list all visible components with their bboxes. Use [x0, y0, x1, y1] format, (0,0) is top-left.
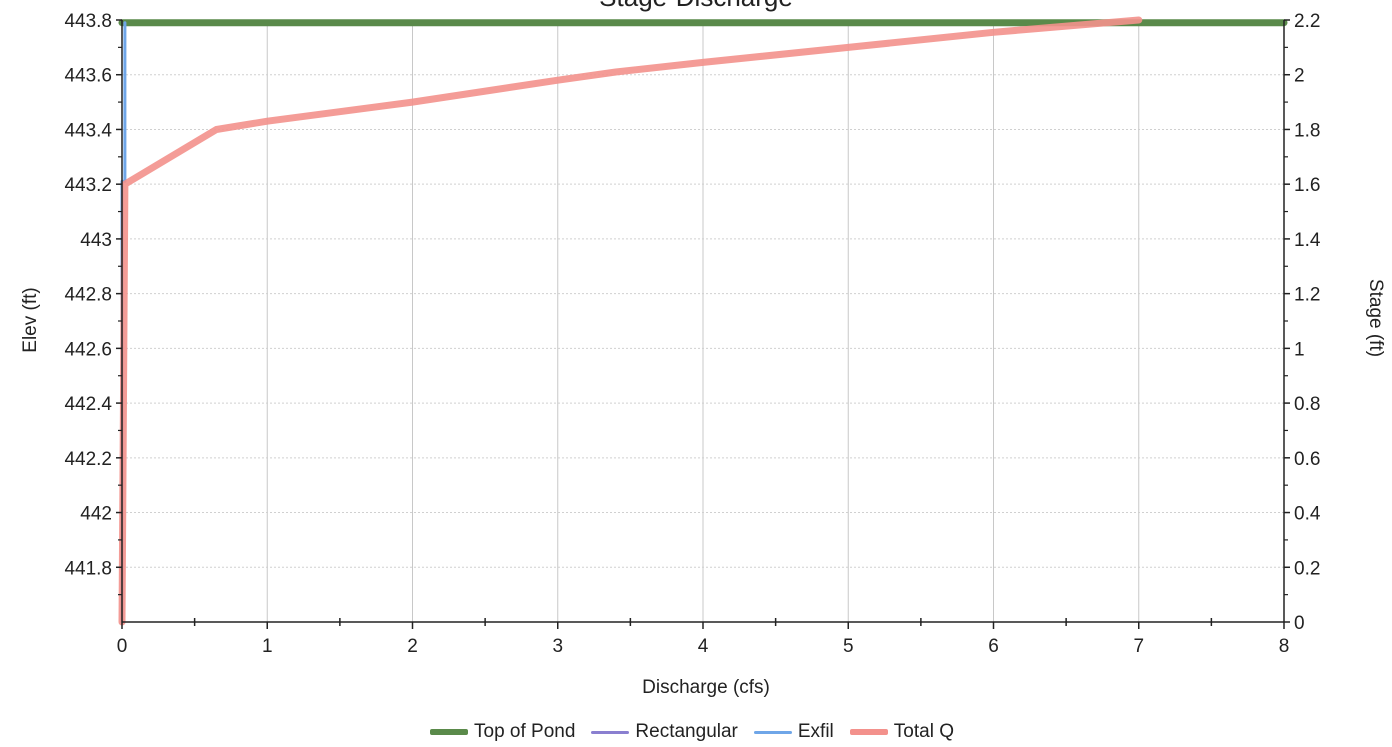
x-tick-label: 7: [1133, 636, 1144, 657]
y-right-tick-label: 1.6: [1294, 175, 1320, 196]
y-left-tick-label: 443.2: [64, 175, 112, 196]
x-tick-label: 6: [988, 636, 999, 657]
y-left-tick-label: 442.2: [64, 449, 112, 470]
legend-label: Top of Pond: [474, 721, 576, 742]
x-tick-label: 2: [407, 636, 418, 657]
legend-item-total-q: Total Q: [849, 721, 954, 743]
legend-label: Total Q: [893, 721, 954, 742]
legend-swatch: [591, 730, 630, 734]
x-axis-title: Discharge (cfs): [642, 677, 770, 698]
x-tick-label: 1: [262, 636, 273, 657]
y-right-tick-label: 1.4: [1294, 230, 1321, 251]
y-left-tick-label: 443.6: [64, 66, 112, 87]
x-tick-label: 0: [117, 636, 128, 657]
legend-item-top-of-pond: Top of Pond: [430, 721, 575, 743]
y-axis-right-title: Stage (ft): [1365, 279, 1386, 357]
y-right-tick-label: 0: [1294, 613, 1305, 634]
y-right-tick-label: 1: [1294, 339, 1305, 360]
axes: [116, 19, 1290, 629]
x-tick-label: 8: [1279, 636, 1290, 657]
x-tick-label: 5: [843, 636, 854, 657]
x-tick-label: 3: [552, 636, 563, 657]
y-right-tick-label: 0.6: [1294, 449, 1320, 470]
y-left-tick-label: 442: [80, 504, 112, 525]
y-left-tick-label: 443.4: [64, 120, 112, 141]
y-right-tick-label: 1.2: [1294, 285, 1320, 306]
chart-legend: Top of Pond Rectangular Exfil Total Q: [0, 718, 1392, 746]
y-right-tick-label: 0.8: [1294, 394, 1320, 415]
y-left-tick-label: 443.8: [64, 11, 112, 32]
legend-swatch: [849, 729, 888, 735]
y-left-tick-label: 441.8: [64, 558, 112, 579]
legend-item-exfil: Exfil: [753, 721, 834, 743]
legend-label: Exfil: [797, 721, 834, 742]
y-right-tick-label: 2.2: [1294, 11, 1320, 32]
series-line-total-q: [118, 16, 1143, 626]
legend-item-rectangular: Rectangular: [591, 721, 738, 743]
y-right-tick-label: 2: [1294, 66, 1305, 87]
legend-swatch: [430, 729, 468, 735]
y-right-tick-label: 1.8: [1294, 120, 1320, 141]
y-left-tick-label: 442.6: [64, 339, 112, 360]
y-left-tick-label: 443: [80, 230, 112, 251]
legend-swatch: [753, 730, 792, 734]
y-left-tick-label: 442.4: [64, 394, 112, 415]
y-right-tick-label: 0.4: [1294, 504, 1321, 525]
legend-label: Rectangular: [635, 721, 738, 742]
x-tick-label: 4: [698, 636, 709, 657]
grid-lines: [122, 19, 1284, 622]
y-left-tick-label: 442.8: [64, 285, 112, 306]
y-axis-left-title: Elev (ft): [20, 287, 41, 352]
y-right-tick-label: 0.2: [1294, 558, 1320, 579]
tick-labels: 0 1 2 3 4 5 6 7 8 441.8 442 442.2 442.4 442.6 442.8 443…: [64, 11, 1320, 657]
chart-title: Stage-Discharge: [599, 0, 793, 12]
